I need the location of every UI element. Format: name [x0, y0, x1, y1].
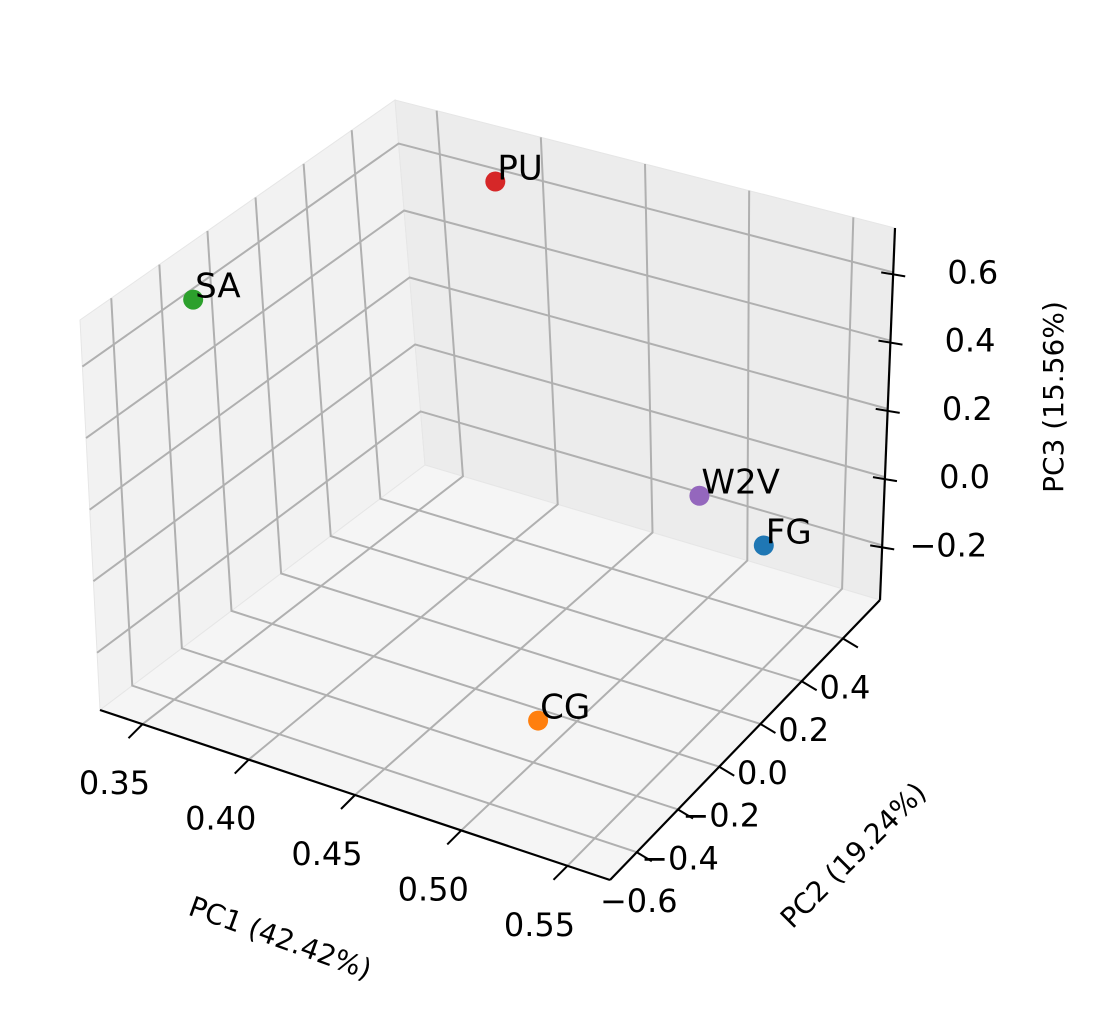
y-tick — [801, 680, 818, 692]
x-tick-label: 0.40 — [185, 800, 256, 838]
data-label-sa: SA — [195, 267, 240, 307]
z-tick — [881, 271, 906, 278]
data-label-w2v: W2V — [701, 463, 780, 503]
y-tick-label: −0.6 — [600, 882, 678, 920]
y-tick-label: 0.0 — [737, 754, 788, 792]
y-grid-line — [302, 163, 802, 683]
data-label-fg: FG — [766, 512, 812, 552]
x-axis-label: PC1 (42.42%) — [185, 890, 376, 987]
x-tick — [127, 723, 144, 739]
x-grid-line — [141, 110, 464, 725]
x-grid-line — [354, 163, 654, 796]
x-grid-line — [248, 137, 559, 761]
x-tick-label: 0.50 — [398, 870, 469, 908]
y-tick-label: 0.2 — [778, 711, 829, 749]
z-tick-label: 0.4 — [945, 322, 996, 360]
z-axis-line — [878, 227, 897, 601]
y-tick — [842, 637, 859, 649]
x-tick-label: 0.55 — [504, 906, 575, 944]
y-tick — [636, 851, 653, 863]
data-point-sa — [183, 289, 204, 310]
x-tick-label: 0.45 — [291, 835, 362, 873]
z-tick — [878, 339, 903, 346]
y-axis-line — [609, 599, 881, 881]
z-axis-label: PC3 (15.56%) — [1037, 301, 1070, 493]
y-axis-label: PC2 (19.24%) — [774, 776, 933, 935]
z-grid-line — [85, 209, 891, 439]
y-tick — [718, 765, 735, 777]
x-grid-line — [566, 217, 855, 867]
y-tick — [677, 808, 694, 820]
y-grid-line — [254, 197, 761, 725]
data-point-cg — [528, 710, 549, 731]
data-point-pu — [485, 171, 506, 192]
y-grid-line — [350, 130, 844, 640]
z-grid-line — [89, 276, 888, 511]
y-grid-line — [206, 230, 720, 768]
data-point-w2v — [689, 485, 710, 506]
x-tick — [340, 794, 356, 810]
data-point-fg — [753, 535, 774, 556]
y-tick-label: −0.2 — [682, 797, 760, 835]
z-tick-label: 0.2 — [942, 390, 993, 428]
z-tick — [872, 476, 898, 483]
chart-grid — [81, 110, 894, 867]
chart-ticks: 0.35 0.40 0.45 0.50 0.55 −0.6 −0.4 −0.2 0.0 0.2 0.… — [79, 253, 998, 943]
x-tick — [446, 829, 462, 846]
x-grid-line — [460, 190, 751, 832]
z-tick-label: 0.0 — [939, 458, 990, 496]
chart-panes — [79, 99, 896, 881]
y-grid-line — [110, 298, 638, 854]
y-tick-label: 0.4 — [819, 668, 870, 706]
x-tick-label: 0.35 — [79, 764, 150, 802]
z-tick-label: 0.6 — [947, 253, 998, 291]
y-tick — [759, 723, 776, 734]
chart-points: FG CG SA PU W2V — [183, 149, 812, 731]
data-label-pu: PU — [497, 149, 542, 189]
x-tick — [234, 758, 250, 775]
z-tick — [870, 544, 895, 551]
y-grid-line — [158, 264, 679, 811]
z-grid-line — [96, 410, 883, 654]
y-tick-label: −0.4 — [641, 839, 719, 877]
data-label-cg: CG — [540, 688, 590, 728]
x-tick — [552, 865, 569, 881]
z-grid-line — [92, 343, 886, 582]
z-tick — [875, 407, 900, 414]
z-tick-label: −0.2 — [909, 526, 987, 564]
